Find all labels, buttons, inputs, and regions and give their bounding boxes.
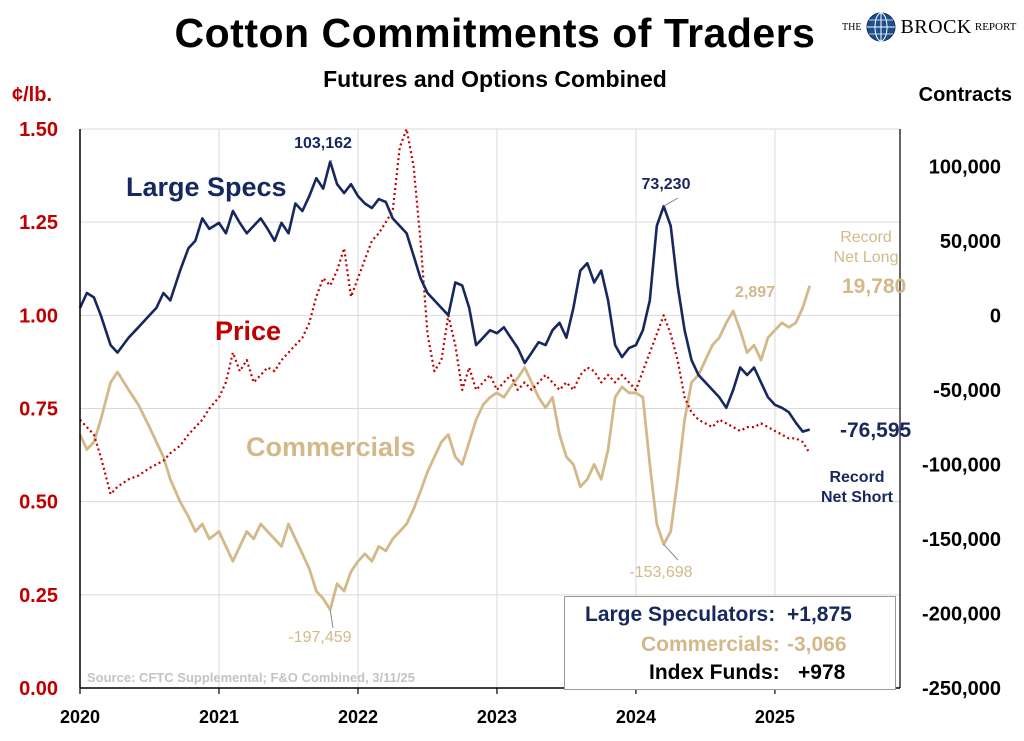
y-right-tick-label: -250,000 — [922, 678, 1001, 700]
brock-report-logo: THE BROCK REPORT — [842, 10, 1016, 44]
price-series-label: Price — [215, 316, 281, 346]
x-tick-label: 2024 — [616, 707, 656, 727]
commercials-series-label: Commercials — [246, 432, 416, 462]
y-left-tick-label: 1.25 — [19, 212, 58, 234]
large-specs-series-line — [78, 160, 811, 433]
chart-subtitle: Futures and Options Combined — [323, 66, 667, 92]
annotation-leader-line — [663, 544, 679, 561]
series-layer — [78, 127, 812, 612]
y-left-tick-label: 0.00 — [19, 678, 58, 700]
y-left-tick-label: 0.75 — [19, 399, 58, 421]
positions-legend-box: Large Speculators: +1,875 Commercials: -… — [564, 596, 896, 690]
annotation-leader-line — [329, 159, 333, 162]
x-tick-label: 2022 — [338, 707, 378, 727]
y-right-tick-label: -100,000 — [922, 454, 1001, 476]
chart-title: Cotton Commitments of Traders — [174, 10, 816, 56]
y-right-axis-title: Contracts — [919, 84, 1012, 106]
y-right-tick-label: 0 — [990, 305, 1001, 327]
label-layer: Large Specs Price Commercials 103,162 73,230… — [87, 135, 912, 685]
annotation-label: -197,459 — [288, 629, 351, 646]
y-left-tick-label: 0.50 — [19, 492, 58, 514]
y-right-tick-label: -150,000 — [922, 529, 1001, 551]
legend-index-funds-value: +978 — [798, 661, 846, 684]
annotation-label: Record Net Long — [834, 229, 899, 266]
annotation-label: 2,897 — [735, 284, 775, 301]
annotation-label: 19,780 — [842, 275, 906, 298]
legend-large-speculators-value: +1,875 — [787, 603, 852, 626]
x-tick-label: 2020 — [60, 707, 100, 727]
annotation-leader-line — [663, 197, 679, 207]
x-tick-label: 2025 — [755, 707, 795, 727]
y-right-tick-label: -50,000 — [933, 380, 1001, 402]
y-left-tick-label: 1.50 — [19, 119, 58, 141]
legend-commercials-value: -3,066 — [787, 633, 847, 656]
y-left-tick-label: 1.00 — [19, 305, 58, 327]
legend-large-speculators-label: Large Speculators: — [585, 603, 776, 626]
logo-the: THE — [842, 21, 862, 33]
legend-commercials-label: Commercials: — [641, 633, 780, 656]
logo-brock: BROCK — [900, 15, 972, 38]
y-left-tick-label: 0.25 — [19, 585, 58, 607]
commercials-series-line — [78, 285, 812, 612]
y-left-axis-title: ¢/lb. — [12, 84, 52, 106]
annotation-label: Record Net Short — [821, 469, 894, 506]
legend-index-funds-label: Index Funds: — [649, 661, 780, 684]
annotation-label: -153,698 — [629, 564, 692, 581]
y-right-tick-label: -200,000 — [922, 603, 1001, 625]
annotation-label: 103,162 — [294, 135, 352, 152]
annotation-label: 73,230 — [642, 176, 691, 193]
annotation-leader-line — [329, 609, 334, 629]
source-note: Source: CFTC Supplemental; F&O Combined,… — [87, 670, 415, 685]
y-right-tick-label: 100,000 — [929, 156, 1001, 178]
axis-layer: 0.00 0.25 0.50 0.75 1.00 1.25 1.50 ¢/lb. 100,000… — [12, 84, 1012, 727]
logo-report: REPORT — [974, 21, 1017, 33]
price-series-line — [79, 127, 811, 496]
globe-icon — [866, 12, 896, 42]
y-right-tick-label: 50,000 — [940, 231, 1001, 253]
annotation-label: -76,595 — [840, 419, 912, 442]
x-tick-label: 2021 — [199, 707, 239, 727]
x-tick-label: 2023 — [477, 707, 517, 727]
large-specs-series-label: Large Specs — [126, 172, 287, 202]
